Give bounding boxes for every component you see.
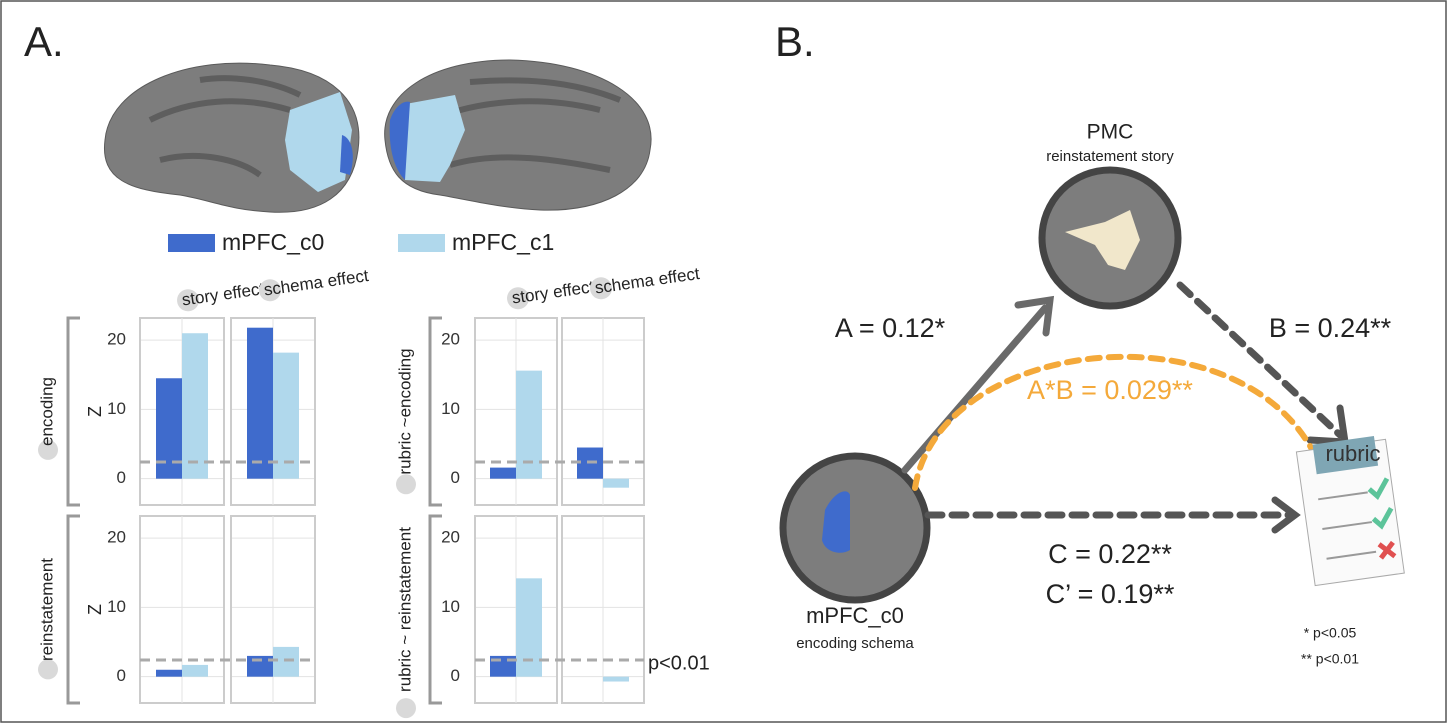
edge-label: B = 0.24** bbox=[1269, 313, 1392, 343]
edge-label: C = 0.22** bbox=[1048, 539, 1172, 569]
row-label: rubric ~encoding bbox=[395, 348, 414, 474]
pmc-node bbox=[1038, 166, 1182, 310]
node-sublabel: encoding schema bbox=[796, 635, 914, 652]
rubric-doc bbox=[1295, 435, 1405, 587]
node-label: mPFC_c0 bbox=[806, 603, 904, 628]
row-marker bbox=[38, 439, 58, 460]
edge-label: C’ = 0.19** bbox=[1046, 579, 1175, 609]
row-bracket bbox=[66, 316, 80, 507]
bar bbox=[182, 333, 208, 479]
y-tick-label: 10 bbox=[107, 399, 126, 418]
bar bbox=[182, 664, 208, 677]
y-tick-label: 0 bbox=[451, 666, 460, 685]
row-label: rubric ~ reinstatement bbox=[395, 527, 414, 692]
row-marker bbox=[38, 659, 58, 680]
brain-left bbox=[103, 62, 360, 213]
y-axis-label: Z bbox=[85, 406, 105, 417]
note: ** p<0.01 bbox=[1301, 651, 1359, 667]
node-label: rubric bbox=[1325, 441, 1380, 466]
row-label-group: rubric ~ reinstatement bbox=[395, 527, 416, 719]
panel-label: B. bbox=[775, 18, 815, 65]
edge-label: A = 0.12* bbox=[835, 313, 946, 343]
y-tick-label: 20 bbox=[107, 330, 126, 349]
bar bbox=[156, 378, 182, 479]
row-label: encoding bbox=[37, 377, 56, 446]
bar bbox=[273, 646, 299, 677]
bar bbox=[490, 467, 516, 479]
header-marker bbox=[177, 289, 200, 312]
header-marker bbox=[507, 287, 530, 310]
row-bracket bbox=[428, 514, 442, 705]
row-label-group: encoding bbox=[37, 377, 58, 460]
y-tick-label: 0 bbox=[451, 468, 460, 487]
y-tick-label: 20 bbox=[107, 528, 126, 547]
node-sublabel: reinstatement story bbox=[1046, 148, 1174, 165]
node-label: PMC bbox=[1087, 121, 1134, 144]
y-tick-label: 10 bbox=[441, 597, 460, 616]
bar bbox=[603, 676, 629, 682]
legend-label: mPFC_c1 bbox=[452, 229, 554, 255]
arrows bbox=[901, 281, 1350, 534]
legend-swatch bbox=[168, 234, 215, 252]
y-tick-label: 0 bbox=[117, 468, 126, 487]
y-tick-label: 0 bbox=[117, 666, 126, 685]
legend-label: mPFC_c0 bbox=[222, 229, 324, 255]
brain-right bbox=[384, 59, 652, 211]
edge-label: A*B = 0.029** bbox=[1027, 375, 1193, 405]
mpfc-node bbox=[779, 452, 931, 604]
panel-label: A. bbox=[24, 18, 64, 65]
y-tick-label: 20 bbox=[441, 528, 460, 547]
header-marker bbox=[590, 277, 613, 300]
row-label-group: reinstatement bbox=[37, 558, 58, 680]
header-marker bbox=[259, 279, 282, 302]
y-axis-label: Z bbox=[85, 604, 105, 615]
bar bbox=[603, 478, 629, 488]
bar bbox=[516, 578, 542, 677]
note: * p<0.05 bbox=[1304, 625, 1357, 641]
y-tick-label: 10 bbox=[441, 399, 460, 418]
row-marker bbox=[396, 474, 416, 495]
threshold-label: p<0.01 bbox=[648, 652, 710, 674]
y-tick-label: 20 bbox=[441, 330, 460, 349]
bar bbox=[247, 327, 273, 479]
row-label: reinstatement bbox=[37, 558, 56, 661]
row-bracket bbox=[428, 316, 442, 507]
legend-swatch bbox=[398, 234, 445, 252]
bar bbox=[273, 352, 299, 479]
row-bracket bbox=[66, 514, 80, 705]
y-tick-label: 10 bbox=[107, 597, 126, 616]
bar bbox=[156, 669, 182, 677]
row-label-group: rubric ~encoding bbox=[395, 348, 416, 495]
row-marker bbox=[396, 698, 416, 719]
